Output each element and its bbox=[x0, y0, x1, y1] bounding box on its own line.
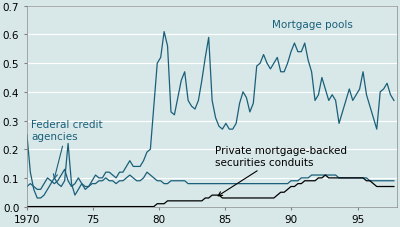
Text: Mortgage pools: Mortgage pools bbox=[272, 20, 352, 30]
Text: Federal credit
agencies: Federal credit agencies bbox=[31, 120, 102, 178]
Text: Private mortgage-backed
securities conduits: Private mortgage-backed securities condu… bbox=[215, 145, 347, 196]
